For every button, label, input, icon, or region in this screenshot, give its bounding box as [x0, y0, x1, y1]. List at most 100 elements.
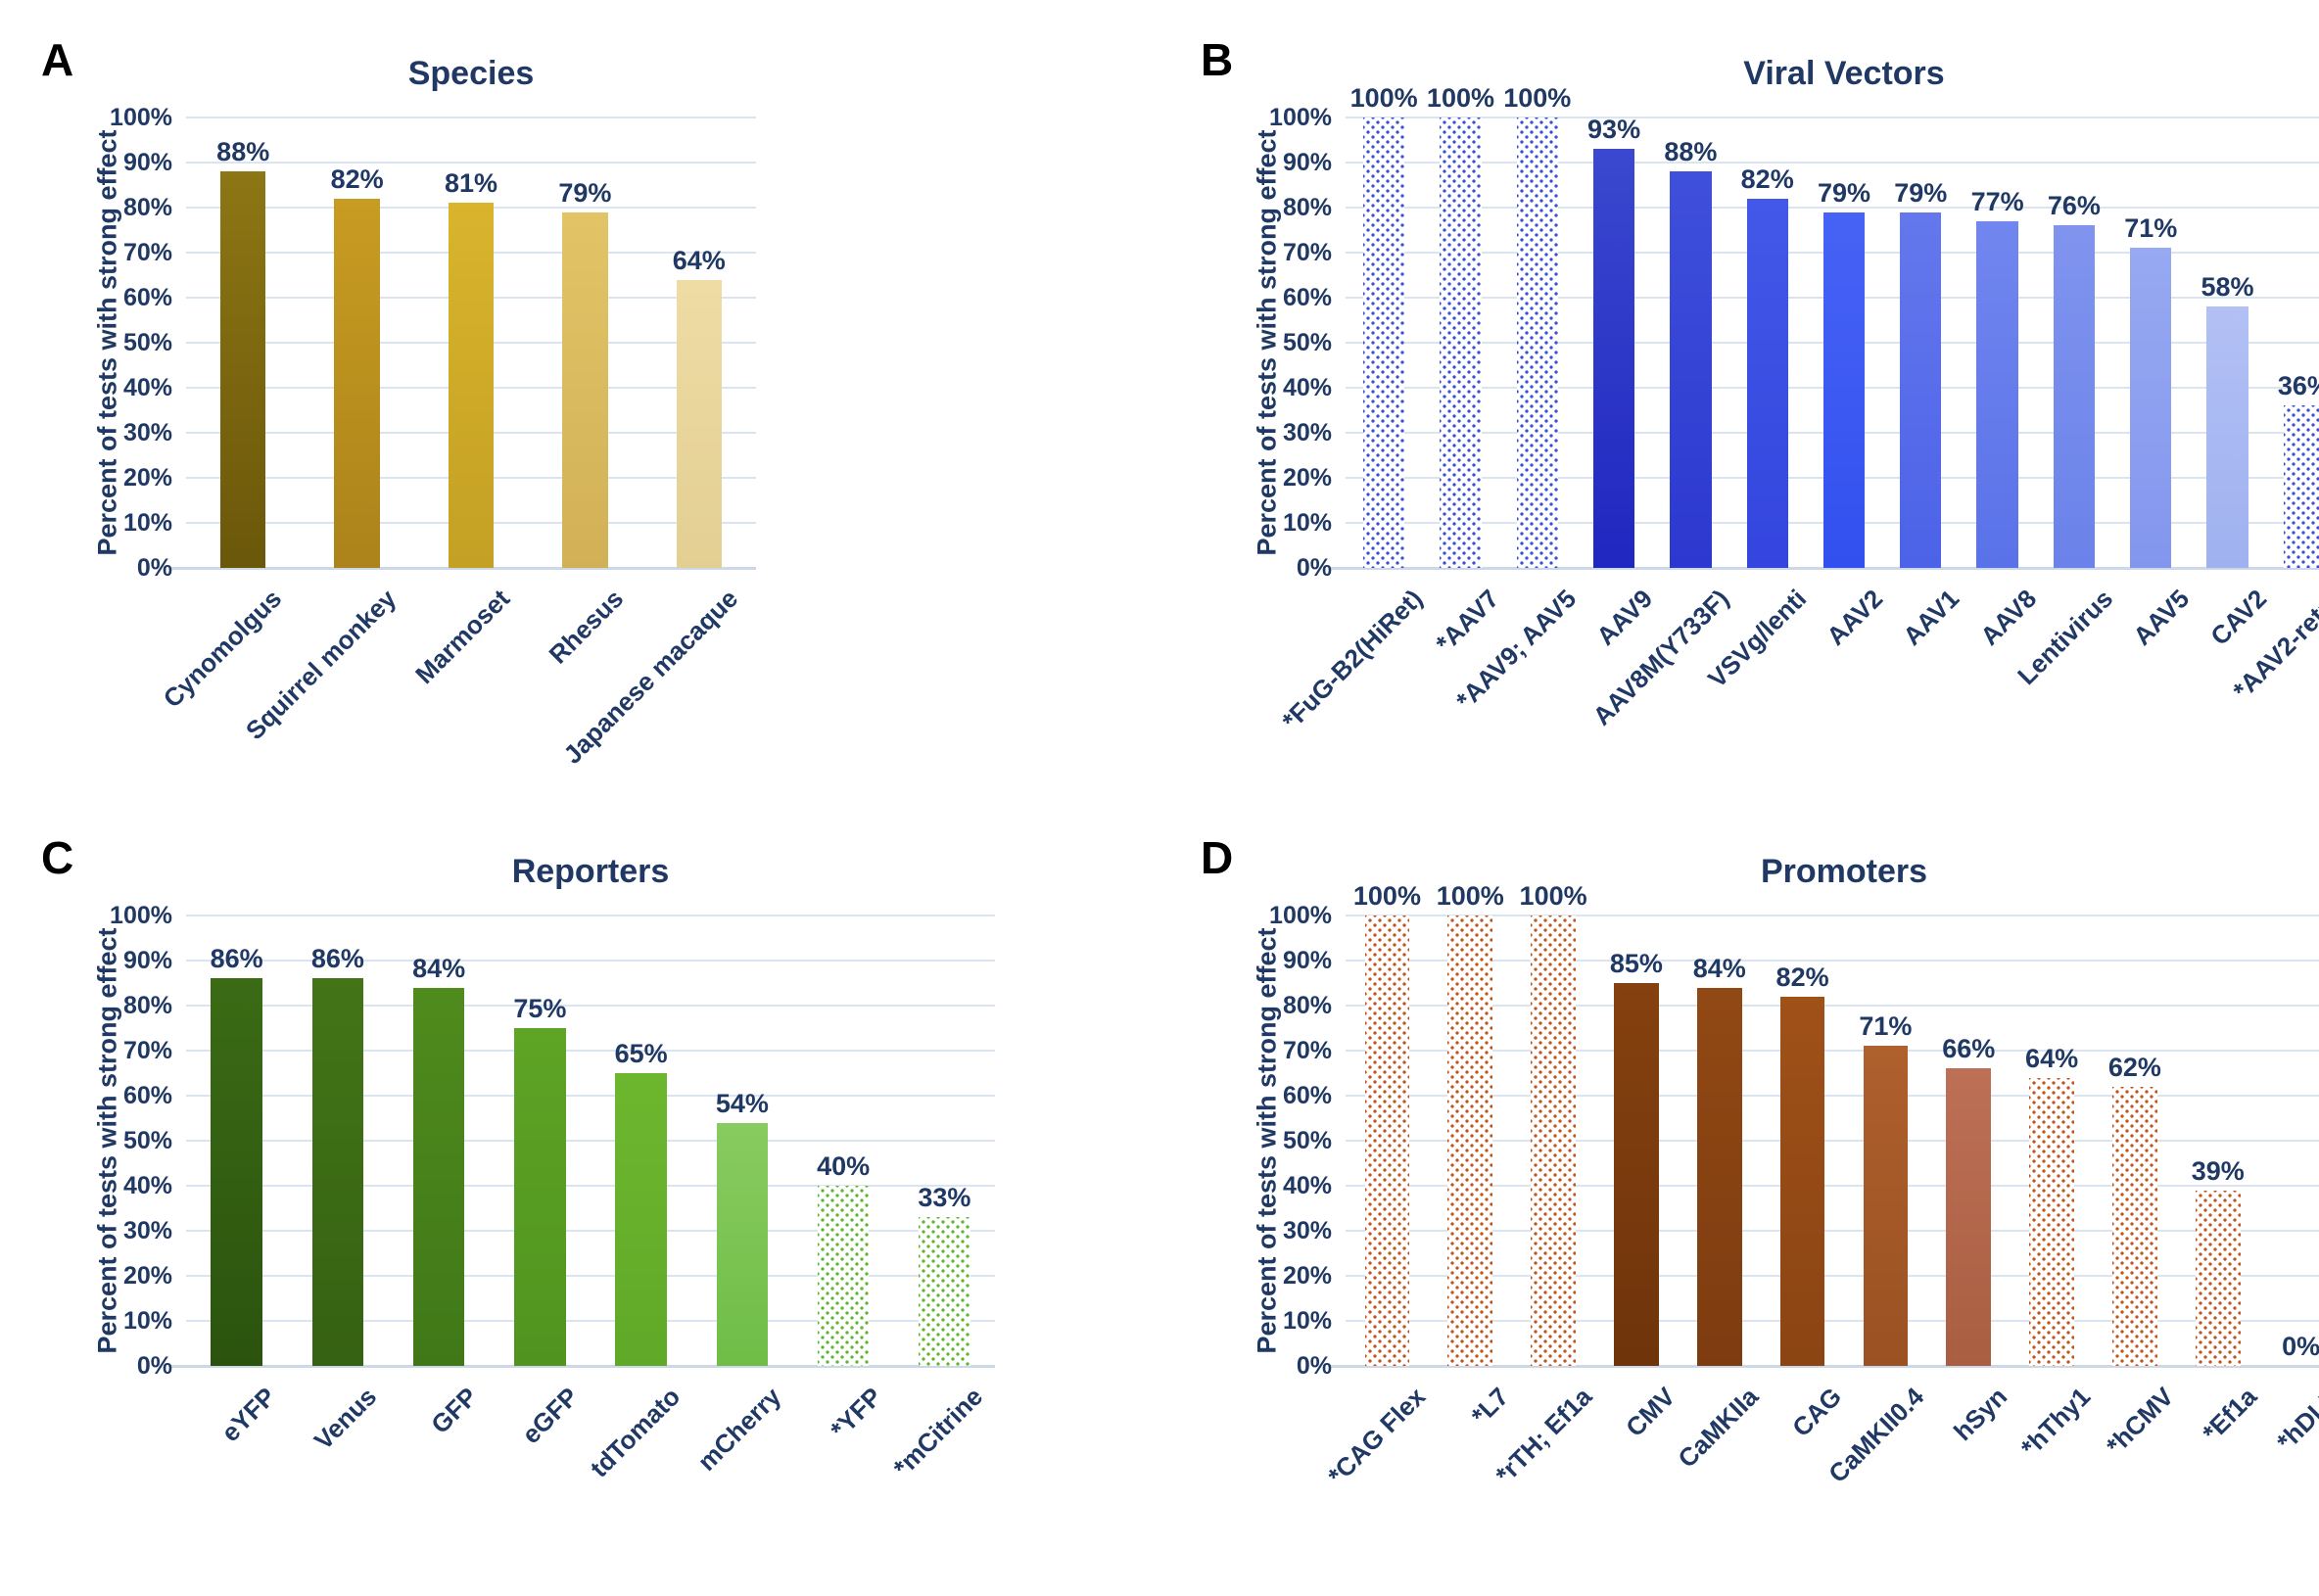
bar-value-label: 100% [1503, 83, 1572, 113]
y-tick-label: 80% [122, 992, 172, 1019]
y-tick-label: 90% [122, 149, 172, 176]
plot-area-promoters: 0% 10% 20% 30% 40% 50% 60% 70% 80% 90% 100% 100% *CA… [1269, 881, 2319, 1490]
bar-value-label: 76% [2047, 191, 2101, 221]
y-tick-label: 40% [122, 374, 172, 401]
bar-value-label: 40% [817, 1151, 871, 1181]
bar-value-label: 100% [1352, 881, 1421, 911]
bar [1976, 220, 2018, 568]
gridline [186, 1230, 995, 1232]
bar [2206, 306, 2248, 568]
x-axis-line [170, 1364, 995, 1368]
bar-value-label: 71% [1859, 1011, 1913, 1042]
bar [2130, 248, 2172, 568]
bar-dotted [2112, 1086, 2157, 1366]
y-tick-label: 80% [1282, 992, 1332, 1019]
y-tick-label: 50% [122, 1127, 172, 1154]
y-tick-label: 30% [122, 1217, 172, 1244]
gridline [186, 1275, 995, 1277]
bar [448, 203, 495, 568]
bar [219, 171, 266, 568]
bar-dotted [1440, 117, 1482, 568]
y-tick-label: 90% [1282, 947, 1332, 974]
bar [716, 1122, 769, 1366]
bar [1779, 996, 1825, 1366]
bar [334, 198, 380, 568]
bar [1746, 198, 1788, 568]
y-tick-label: 20% [122, 464, 172, 492]
bar-dotted [2029, 1077, 2074, 1366]
bar-dotted [919, 1217, 970, 1366]
bar [1592, 149, 1635, 568]
y-tick-label: 40% [1282, 374, 1332, 401]
panel-letter-d: D [1201, 832, 1234, 883]
bar-value-label: 71% [2124, 213, 2178, 244]
y-tick-label: 10% [122, 1307, 172, 1335]
panel-promoters: D Promoters Percent of tests with strong… [1160, 798, 2319, 1596]
y-tick-label: 20% [1282, 464, 1332, 492]
y-tick-label: 80% [122, 194, 172, 221]
y-tick-label: 90% [1282, 149, 1332, 176]
bar-value-label: 75% [513, 994, 567, 1023]
bar-value-label: 100% [1436, 881, 1504, 911]
y-tick-label: 70% [1282, 1037, 1332, 1064]
y-tick-label: 70% [1282, 239, 1332, 266]
x-tick-label: *YFP [825, 1382, 888, 1445]
gridline [186, 117, 756, 118]
y-tick-label: 80% [1282, 194, 1332, 221]
bar-value-label: 86% [210, 944, 263, 974]
y-tick-label: 70% [122, 239, 172, 266]
x-axis-line [1330, 566, 2319, 570]
gridline [186, 1095, 995, 1097]
bar-value-label: 81% [444, 168, 498, 199]
x-tick-label: Rhesus [543, 584, 630, 670]
y-tick-label: 40% [122, 1172, 172, 1199]
bar [412, 987, 465, 1366]
bar-dotted [2283, 405, 2319, 568]
y-tick-label: 30% [1282, 419, 1332, 446]
gridline [1346, 1005, 2319, 1007]
panel-species: A Species Percent of tests with strong e… [0, 0, 1160, 798]
gridline [186, 1140, 995, 1142]
bar [211, 978, 262, 1366]
y-tick-label: 100% [110, 902, 172, 929]
y-tick-label: 60% [122, 1082, 172, 1109]
bar [1614, 983, 1659, 1366]
gridline [1346, 1230, 2319, 1232]
gridline [1346, 1275, 2319, 1277]
y-tick-label: 100% [1269, 104, 1332, 131]
gridline [1346, 1185, 2319, 1187]
bar [1900, 211, 1942, 568]
gridline [186, 915, 995, 916]
bar-value-label: 84% [412, 953, 466, 983]
y-tick-label: 60% [1282, 1082, 1332, 1109]
bar-value-label: 88% [216, 137, 270, 167]
x-tick-label: Marmoset [409, 584, 516, 690]
bar-value-label: 54% [715, 1088, 769, 1118]
gridline [186, 1050, 995, 1052]
gridline [1346, 915, 2319, 916]
gridline [1346, 117, 2319, 118]
bar [1822, 211, 1866, 568]
y-tick-label: 60% [1282, 284, 1332, 311]
panel-letter-a: A [41, 34, 74, 85]
gridline [186, 1005, 995, 1007]
bar-dotted [1531, 915, 1576, 1366]
bar [1946, 1068, 1992, 1366]
x-tick-label: *mCitrine [887, 1382, 989, 1482]
bar-dotted [1516, 117, 1558, 568]
y-tick-label: 10% [122, 509, 172, 537]
bar-value-label: 62% [2107, 1052, 2161, 1082]
gridline [1346, 1140, 2319, 1142]
x-tick-label: Japanese macaque [557, 584, 744, 770]
bar [1696, 987, 1742, 1366]
y-tick-label: 50% [1282, 1127, 1332, 1154]
bar-value-label: 36% [2277, 371, 2319, 401]
bar [514, 1028, 566, 1366]
bar-value-label: 64% [672, 245, 726, 275]
gridline [186, 1320, 995, 1322]
bar [2053, 225, 2096, 568]
bar-value-label: 88% [1664, 137, 1718, 167]
y-tick-label: 50% [1282, 329, 1332, 356]
gridline [1346, 960, 2319, 962]
bar-value-label: 65% [614, 1039, 668, 1068]
